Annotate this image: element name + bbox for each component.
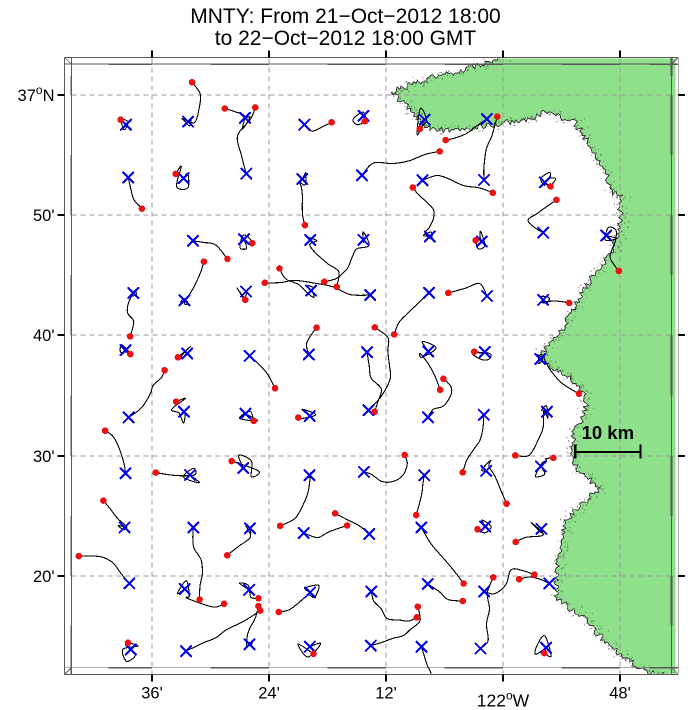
svg-text:20': 20' <box>33 568 55 586</box>
svg-text:36': 36' <box>141 685 163 703</box>
svg-text:24': 24' <box>258 685 280 703</box>
svg-text:40': 40' <box>33 327 55 345</box>
svg-text:37oN: 37oN <box>18 83 55 105</box>
svg-text:50': 50' <box>33 207 55 225</box>
svg-text:122oW: 122oW <box>477 689 530 710</box>
svg-text:48': 48' <box>609 685 631 703</box>
svg-text:10 km: 10 km <box>582 422 634 443</box>
svg-text:12': 12' <box>375 685 397 703</box>
svg-text:30': 30' <box>33 448 55 466</box>
